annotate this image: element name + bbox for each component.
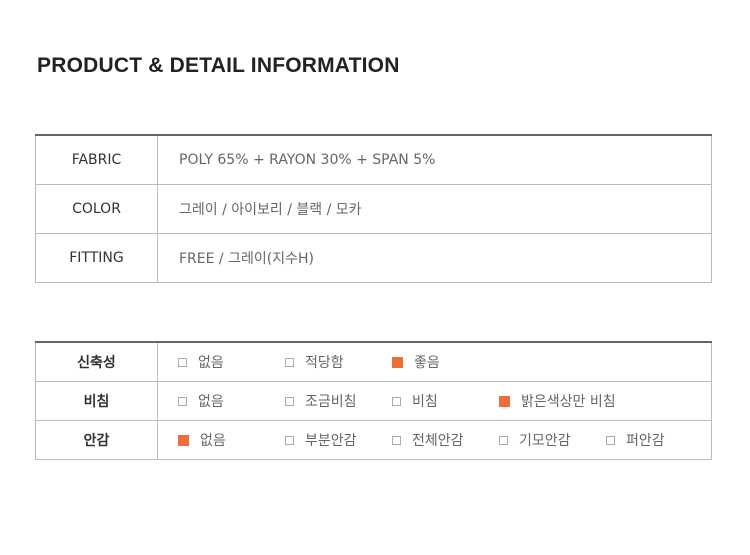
table-row: FITTING FREE / 그레이(지수H) bbox=[35, 233, 712, 283]
table-row: COLOR 그레이 / 아이보리 / 블랙 / 모카 bbox=[35, 184, 712, 234]
option-unchecked: 적당함 bbox=[285, 343, 344, 381]
checkbox-icon bbox=[178, 434, 189, 446]
table-row: 안감 없음 부분안감 전체안감 기모안감 퍼안감 bbox=[35, 420, 712, 460]
detail-options: 없음 적당함 좋음 bbox=[157, 341, 712, 382]
option-checked: 밝은색상만 비침 bbox=[499, 382, 616, 420]
option-unchecked: 비침 bbox=[392, 382, 438, 420]
option-unchecked: 퍼안감 bbox=[606, 421, 665, 459]
checkbox-icon bbox=[392, 356, 403, 368]
checkbox-icon bbox=[606, 435, 615, 445]
option-label: 전체안감 bbox=[412, 433, 464, 449]
checkbox-icon bbox=[285, 357, 294, 367]
page-title: PRODUCT & DETAIL INFORMATION bbox=[37, 54, 400, 77]
option-label: 퍼안감 bbox=[626, 433, 665, 449]
row-label: FABRIC bbox=[35, 134, 158, 185]
row-value: POLY 65% + RAYON 30% + SPAN 5% bbox=[157, 134, 712, 185]
checkbox-icon bbox=[178, 396, 187, 406]
option-label: 없음 bbox=[200, 433, 226, 449]
detail-label: 안감 bbox=[35, 420, 158, 460]
option-label: 기모안감 bbox=[519, 433, 571, 449]
row-value: 그레이 / 아이보리 / 블랙 / 모카 bbox=[157, 184, 712, 234]
detail-label: 신축성 bbox=[35, 341, 158, 382]
option-label: 없음 bbox=[198, 355, 224, 371]
option-unchecked: 부분안감 bbox=[285, 421, 357, 459]
option-checked: 없음 bbox=[178, 421, 226, 459]
checkbox-icon bbox=[285, 396, 294, 406]
row-value: FREE / 그레이(지수H) bbox=[157, 233, 712, 283]
checkbox-icon bbox=[285, 435, 294, 445]
option-unchecked: 조금비침 bbox=[285, 382, 357, 420]
option-label: 비침 bbox=[412, 394, 438, 410]
detail-table: 신축성 없음 적당함 좋음 비침 없음 조금비침 비침 밝은색상만 비침 안감 없음 부분안감 전체안감… bbox=[35, 341, 712, 460]
checkbox-icon bbox=[499, 435, 508, 445]
option-unchecked: 전체안감 bbox=[392, 421, 464, 459]
detail-label: 비침 bbox=[35, 381, 158, 421]
option-unchecked: 기모안감 bbox=[499, 421, 571, 459]
option-label: 좋음 bbox=[414, 355, 440, 371]
table-row: 비침 없음 조금비침 비침 밝은색상만 비침 bbox=[35, 381, 712, 421]
table-row: FABRIC POLY 65% + RAYON 30% + SPAN 5% bbox=[35, 134, 712, 185]
option-label: 밝은색상만 비침 bbox=[521, 394, 616, 410]
option-unchecked: 없음 bbox=[178, 343, 224, 381]
table-row: 신축성 없음 적당함 좋음 bbox=[35, 341, 712, 382]
option-label: 조금비침 bbox=[305, 394, 357, 410]
checkbox-icon bbox=[392, 396, 401, 406]
product-info-table: FABRIC POLY 65% + RAYON 30% + SPAN 5% COL… bbox=[35, 134, 712, 283]
checkbox-icon bbox=[392, 435, 401, 445]
option-label: 없음 bbox=[198, 394, 224, 410]
detail-options: 없음 부분안감 전체안감 기모안감 퍼안감 bbox=[157, 420, 712, 460]
option-label: 적당함 bbox=[305, 355, 344, 371]
checkbox-icon bbox=[499, 395, 510, 407]
detail-options: 없음 조금비침 비침 밝은색상만 비침 bbox=[157, 381, 712, 421]
row-label: FITTING bbox=[35, 233, 158, 283]
option-checked: 좋음 bbox=[392, 343, 440, 381]
checkbox-icon bbox=[178, 357, 187, 367]
option-label: 부분안감 bbox=[305, 433, 357, 449]
option-unchecked: 없음 bbox=[178, 382, 224, 420]
row-label: COLOR bbox=[35, 184, 158, 234]
